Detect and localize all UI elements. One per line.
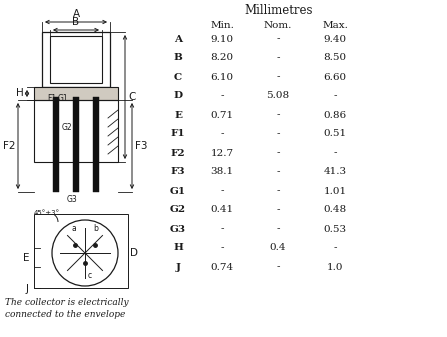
Text: E: E	[22, 253, 29, 263]
Text: 0.41: 0.41	[211, 206, 234, 214]
Text: Nom.: Nom.	[264, 21, 292, 30]
Text: B: B	[72, 17, 80, 27]
Text: connected to the envelope: connected to the envelope	[5, 310, 125, 319]
Text: 8.50: 8.50	[324, 54, 346, 62]
Text: Min.: Min.	[210, 21, 234, 30]
Text: G3: G3	[170, 224, 186, 234]
Text: G2: G2	[62, 123, 72, 131]
Text: c: c	[88, 271, 92, 280]
Text: F1: F1	[47, 94, 56, 103]
Text: -: -	[333, 92, 337, 100]
Bar	[34, 214, 128, 288]
Text: Max.: Max.	[322, 21, 348, 30]
Text: -: -	[276, 54, 280, 62]
Text: 0.86: 0.86	[324, 111, 346, 120]
Text: A: A	[72, 9, 80, 19]
Text: C: C	[128, 92, 135, 102]
Text: b: b	[93, 224, 98, 233]
Text: -: -	[276, 186, 280, 195]
Text: -: -	[220, 92, 224, 100]
Text: F3: F3	[171, 167, 185, 177]
Text: -: -	[333, 149, 337, 157]
Text: 0.51: 0.51	[324, 129, 346, 139]
Text: B: B	[173, 54, 182, 62]
Text: 6.10: 6.10	[211, 72, 234, 82]
Text: J: J	[176, 263, 181, 272]
Text: H: H	[173, 244, 183, 252]
Text: 9.10: 9.10	[211, 34, 234, 43]
Text: 0.48: 0.48	[324, 206, 346, 214]
Text: 6.60: 6.60	[324, 72, 346, 82]
Text: 41.3: 41.3	[324, 167, 346, 177]
Text: J: J	[26, 284, 29, 294]
Text: D: D	[130, 248, 138, 258]
Text: 0.4: 0.4	[270, 244, 286, 252]
Text: -: -	[333, 244, 337, 252]
Text: C: C	[174, 72, 182, 82]
Text: 5.08: 5.08	[266, 92, 290, 100]
Text: 0.74: 0.74	[211, 263, 234, 272]
Text: -: -	[220, 129, 224, 139]
Text: The collector is electrically: The collector is electrically	[5, 298, 129, 307]
Bar	[53, 97, 59, 192]
Text: A: A	[174, 34, 182, 43]
Bar	[42, 32, 110, 87]
Bar	[34, 100, 118, 162]
Text: 1.0: 1.0	[327, 263, 343, 272]
Text: D: D	[173, 92, 182, 100]
Text: 38.1: 38.1	[211, 167, 234, 177]
Text: -: -	[276, 206, 280, 214]
Text: 12.7: 12.7	[211, 149, 234, 157]
Text: 9.40: 9.40	[324, 34, 346, 43]
Bar	[50, 36, 102, 83]
Text: G1: G1	[58, 94, 69, 103]
Text: 8.20: 8.20	[211, 54, 234, 62]
Text: -: -	[276, 129, 280, 139]
Text: 0.71: 0.71	[211, 111, 234, 120]
Text: -: -	[220, 244, 224, 252]
Text: -: -	[276, 72, 280, 82]
Text: -: -	[276, 111, 280, 120]
Bar	[34, 87, 118, 100]
Text: a: a	[72, 224, 76, 233]
Text: H: H	[16, 89, 24, 98]
Text: G1: G1	[170, 186, 186, 195]
Text: 45°±3°: 45°±3°	[34, 210, 60, 216]
Text: F2: F2	[3, 141, 15, 151]
Bar	[93, 97, 99, 192]
Text: F2: F2	[171, 149, 186, 157]
Text: -: -	[276, 167, 280, 177]
Text: -: -	[276, 34, 280, 43]
Text: -: -	[276, 149, 280, 157]
Text: Millimetres: Millimetres	[244, 4, 313, 18]
Text: -: -	[276, 224, 280, 234]
Text: G2: G2	[170, 206, 186, 214]
Text: F1: F1	[171, 129, 186, 139]
Text: G3: G3	[67, 195, 77, 204]
Text: F3: F3	[135, 141, 148, 151]
Text: E: E	[174, 111, 182, 120]
Text: 1.01: 1.01	[324, 186, 346, 195]
Text: 0.53: 0.53	[324, 224, 346, 234]
Text: -: -	[220, 224, 224, 234]
Text: -: -	[220, 186, 224, 195]
Bar	[73, 97, 79, 192]
Text: -: -	[276, 263, 280, 272]
